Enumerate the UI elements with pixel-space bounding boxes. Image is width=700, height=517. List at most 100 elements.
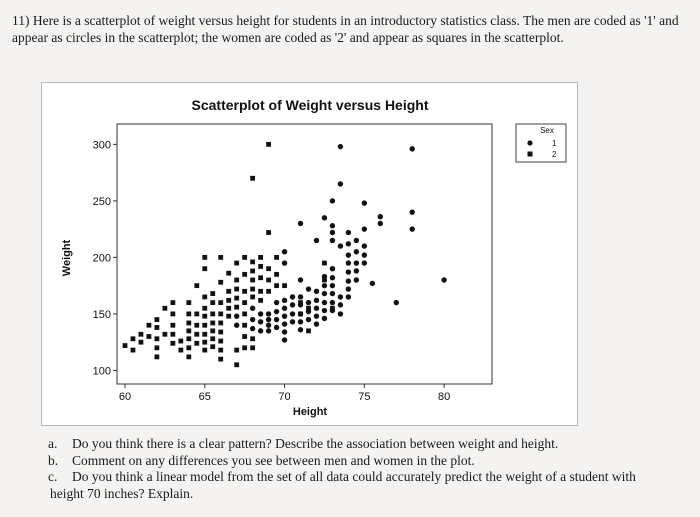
- male-point: [409, 209, 415, 215]
- male-point: [329, 237, 336, 244]
- male-point: [369, 280, 376, 287]
- female-point: [250, 277, 256, 283]
- female-point: [258, 288, 264, 294]
- sub-question-label: a.: [48, 436, 58, 451]
- female-point: [138, 331, 144, 337]
- female-point: [266, 266, 271, 272]
- female-point: [210, 291, 216, 296]
- male-point: [281, 305, 288, 311]
- female-point: [154, 325, 160, 330]
- male-point: [313, 288, 320, 295]
- female-point: [250, 294, 256, 300]
- male-point: [289, 302, 296, 308]
- female-point: [250, 259, 256, 265]
- female-point: [250, 268, 256, 274]
- male-point: [361, 243, 368, 249]
- female-point: [202, 305, 208, 311]
- female-point: [282, 283, 287, 289]
- male-point: [329, 265, 336, 272]
- female-point: [202, 254, 208, 260]
- male-point: [313, 297, 320, 304]
- male-point: [233, 322, 240, 328]
- question-text: 11) Here is a scatterplot of weight vers…: [12, 12, 692, 46]
- female-point: [242, 311, 248, 317]
- female-point: [250, 175, 256, 181]
- male-point: [281, 329, 288, 335]
- female-point: [330, 305, 335, 311]
- male-point: [297, 319, 304, 325]
- female-point: [218, 279, 224, 285]
- female-point: [226, 313, 232, 319]
- male-point: [353, 260, 360, 266]
- female-point: [226, 270, 232, 276]
- male-point: [281, 321, 288, 327]
- male-point: [353, 249, 360, 255]
- female-point: [242, 300, 248, 306]
- female-point: [242, 345, 248, 351]
- female-point: [194, 283, 200, 289]
- female-point: [154, 336, 160, 342]
- male-point: [313, 237, 320, 244]
- legend-square-marker: [527, 151, 533, 157]
- male-point: [265, 328, 272, 334]
- male-point: [281, 337, 288, 343]
- male-point: [249, 316, 256, 323]
- male-point: [265, 322, 272, 328]
- male-point: [321, 282, 328, 289]
- female-point: [274, 254, 279, 260]
- male-point: [361, 226, 368, 232]
- male-point: [345, 252, 352, 258]
- sub-questions: a. Do you think there is a clear pattern…: [48, 436, 693, 502]
- x-axis: 60 65 70 75 80: [119, 384, 450, 403]
- chart-title: Scatterplot of Weight versus Height: [192, 97, 429, 113]
- male-point: [289, 294, 296, 300]
- plot-frame: [116, 123, 493, 385]
- female-point: [186, 354, 192, 360]
- x-tick-label: 80: [438, 391, 450, 403]
- female-point: [202, 266, 208, 272]
- male-point: [289, 319, 296, 325]
- male-point: [345, 229, 352, 236]
- x-tick-label: 70: [278, 391, 290, 403]
- female-point: [258, 264, 264, 269]
- female-point: [210, 328, 216, 334]
- male-point: [329, 299, 336, 306]
- male-point: [345, 241, 352, 247]
- x-tick-label: 65: [199, 391, 211, 403]
- male-point: [273, 316, 280, 323]
- female-point: [186, 336, 192, 342]
- legend-box: [515, 123, 567, 163]
- female-point: [266, 288, 271, 294]
- female-point: [274, 271, 279, 277]
- male-point: [321, 315, 328, 322]
- female-point: [242, 271, 248, 277]
- scatterplot-figure: Scatterplot of Weight versus Height 100 1…: [41, 82, 578, 426]
- male-point: [297, 327, 304, 333]
- female-point: [202, 339, 208, 345]
- male-point: [345, 286, 352, 292]
- male-point: [337, 181, 344, 187]
- y-tick-label: 150: [93, 309, 111, 321]
- male-point: [409, 226, 415, 232]
- female-point: [234, 295, 240, 301]
- male-point: [313, 313, 320, 319]
- male-point: [281, 313, 288, 319]
- male-point: [273, 299, 280, 306]
- male-point: [257, 328, 264, 334]
- data-points: [122, 141, 447, 368]
- female-point: [322, 260, 327, 266]
- male-point: [321, 215, 328, 221]
- male-point: [345, 260, 352, 266]
- male-point: [393, 299, 399, 306]
- female-point: [202, 294, 208, 300]
- female-point: [218, 338, 224, 344]
- female-point: [170, 311, 176, 317]
- male-point: [233, 313, 240, 319]
- female-point: [178, 347, 184, 353]
- female-point: [242, 322, 248, 328]
- y-axis-label: Weight: [61, 239, 73, 276]
- male-point: [289, 311, 296, 317]
- female-point: [154, 345, 160, 351]
- male-point: [249, 325, 256, 332]
- female-point: [130, 336, 136, 342]
